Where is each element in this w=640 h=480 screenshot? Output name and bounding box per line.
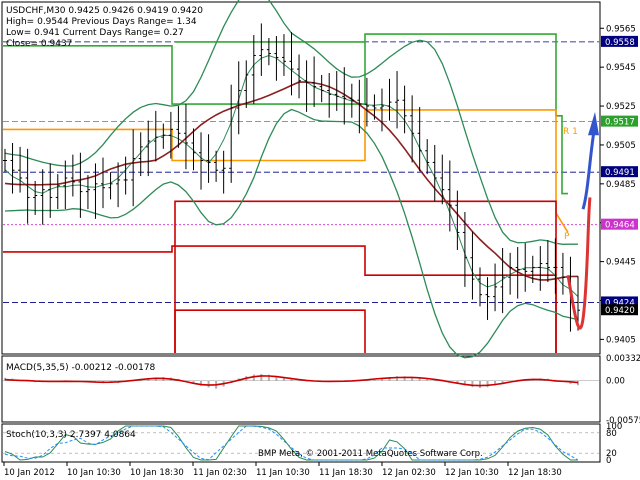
stoch-main-line bbox=[4, 425, 578, 461]
forecast-down-curve bbox=[566, 197, 592, 330]
support-step-line-3 bbox=[174, 309, 366, 353]
time-axis-label: 10 Jan 18:30 bbox=[130, 468, 184, 478]
stoch-scale-label: 100 bbox=[606, 422, 622, 432]
stoch-scale-label: 80 bbox=[606, 429, 617, 439]
price-scale-label: 0.9445 bbox=[606, 258, 636, 268]
macd-scale-label: 0.00 bbox=[606, 377, 625, 387]
macd-signal-line bbox=[4, 375, 579, 387]
high-range-info: High= 0.9544 Previous Days Range= 1.34 bbox=[6, 17, 197, 27]
price-tag-label: 0.9491 bbox=[605, 168, 635, 178]
time-axis-label: 11 Jan 10:30 bbox=[256, 468, 310, 478]
macd-title: MACD(5,35,5) -0.00212 -0.00178 bbox=[6, 363, 156, 373]
resistance-step-line bbox=[3, 33, 568, 195]
price-tag-label: 0.9424 bbox=[605, 298, 635, 308]
pivot-step-line bbox=[3, 109, 569, 233]
price-tag-label: 0.9464 bbox=[605, 221, 635, 231]
macd-scale-label: -0.00575 bbox=[606, 416, 640, 426]
time-axis-label: 12 Jan 10:30 bbox=[445, 468, 499, 478]
price-tag-bg bbox=[601, 166, 638, 178]
price-tag-label: 0.9420 bbox=[605, 306, 635, 316]
time-axis-label: 11 Jan 18:30 bbox=[319, 468, 373, 478]
price-scale-label: 0.9545 bbox=[606, 63, 636, 73]
bollinger-lower bbox=[4, 108, 579, 359]
macd-panel[interactable] bbox=[1, 355, 601, 423]
macd-scale-label: 0.00332 bbox=[606, 354, 640, 364]
time-axis-label: 11 Jan 02:30 bbox=[193, 468, 247, 478]
r1-label: R 1 bbox=[563, 127, 578, 137]
price-tag-bg bbox=[601, 35, 638, 47]
price-scale-label: 0.9405 bbox=[606, 335, 636, 345]
price-tag-bg bbox=[601, 218, 638, 230]
copyright-text: BMP Meta, © 2001-2011 MetaQuotes Softwar… bbox=[258, 449, 483, 459]
support-step-line-2 bbox=[174, 200, 557, 353]
stoch-signal-line bbox=[4, 425, 579, 461]
price-tag-bg bbox=[601, 115, 638, 127]
time-axis-label: 10 Jan 2012 bbox=[4, 468, 55, 478]
forecast-up-arrowhead bbox=[588, 111, 599, 136]
price-scale-label: 0.9485 bbox=[606, 180, 636, 190]
close-info: Close= 0.9437 bbox=[6, 39, 72, 49]
price-tag-bg bbox=[601, 304, 638, 316]
chart-symbol-ohlc: USDCHF,M30 0.9425 0.9426 0.9419 0.9420 bbox=[6, 6, 203, 16]
stoch-title: Stoch(10,3,3) 2.7397 4.0864 bbox=[6, 430, 136, 440]
time-axis-label: 12 Jan 02:30 bbox=[382, 468, 436, 478]
price-scale-label: 0.9565 bbox=[606, 24, 636, 34]
pivot-label: P bbox=[564, 232, 570, 242]
price-tag-label: 0.9558 bbox=[605, 38, 635, 48]
stoch-scale-label: 0 bbox=[606, 456, 611, 466]
main-price-panel[interactable] bbox=[1, 1, 601, 355]
time-axis-label: 10 Jan 10:30 bbox=[67, 468, 121, 478]
price-scale-label: 0.9525 bbox=[606, 102, 636, 112]
stoch-panel[interactable] bbox=[1, 423, 601, 463]
low-range-info: Low= 0.941 Current Days Range= 0.27 bbox=[6, 28, 184, 38]
price-scale-label: 0.9505 bbox=[606, 141, 636, 151]
price-tag-label: 0.9517 bbox=[605, 118, 635, 128]
price-tag-bg bbox=[601, 296, 638, 308]
forecast-up-arrow bbox=[581, 131, 596, 210]
stoch-scale-label: 20 bbox=[606, 449, 617, 459]
time-axis-label: 12 Jan 18:30 bbox=[508, 468, 562, 478]
